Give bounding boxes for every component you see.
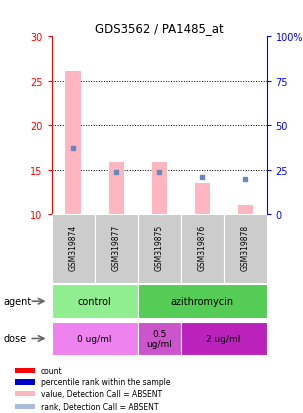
Bar: [95, 215, 138, 283]
Text: dose: dose: [3, 334, 26, 344]
Bar: [15, 368, 35, 373]
Text: GSM319878: GSM319878: [241, 224, 250, 271]
Bar: [52, 285, 138, 318]
Bar: [152, 162, 167, 215]
Bar: [52, 322, 138, 355]
Text: 2 ug/ml: 2 ug/ml: [206, 334, 241, 343]
Bar: [195, 184, 210, 215]
Text: count: count: [41, 366, 62, 375]
Bar: [181, 322, 267, 355]
Bar: [138, 215, 181, 283]
Bar: [138, 285, 267, 318]
Text: 0.5
ug/ml: 0.5 ug/ml: [146, 329, 172, 348]
Text: GSM319876: GSM319876: [198, 224, 207, 271]
Bar: [181, 215, 224, 283]
Text: GSM319877: GSM319877: [112, 224, 121, 271]
Bar: [15, 392, 35, 396]
Text: azithromycin: azithromycin: [171, 297, 234, 306]
Text: control: control: [78, 297, 112, 306]
Bar: [238, 206, 253, 215]
Text: agent: agent: [3, 297, 31, 306]
Text: value, Detection Call = ABSENT: value, Detection Call = ABSENT: [41, 389, 162, 399]
Bar: [65, 72, 81, 215]
Text: rank, Detection Call = ABSENT: rank, Detection Call = ABSENT: [41, 402, 158, 411]
Bar: [138, 322, 181, 355]
Bar: [52, 215, 95, 283]
Bar: [15, 380, 35, 385]
Bar: [224, 215, 267, 283]
Text: 0 ug/ml: 0 ug/ml: [77, 334, 112, 343]
Bar: [15, 404, 35, 409]
Title: GDS3562 / PA1485_at: GDS3562 / PA1485_at: [95, 21, 223, 35]
Text: GSM319874: GSM319874: [68, 224, 78, 271]
Text: percentile rank within the sample: percentile rank within the sample: [41, 377, 170, 387]
Text: GSM319875: GSM319875: [155, 224, 164, 271]
Bar: [108, 162, 124, 215]
